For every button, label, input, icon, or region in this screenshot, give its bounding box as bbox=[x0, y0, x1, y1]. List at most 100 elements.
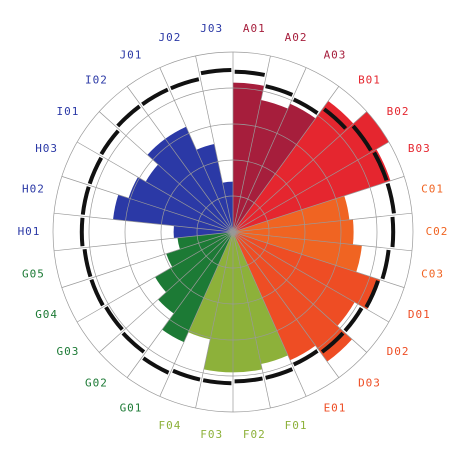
category-label: H03 bbox=[35, 142, 58, 155]
bar bbox=[158, 232, 233, 314]
bar bbox=[128, 177, 233, 232]
category-label: F04 bbox=[159, 419, 182, 432]
bar bbox=[233, 195, 350, 232]
grid-line bbox=[232, 231, 271, 409]
target-arc bbox=[292, 349, 319, 367]
grid-line bbox=[61, 176, 234, 233]
target-arc bbox=[121, 331, 146, 354]
grid-line bbox=[232, 212, 413, 233]
category-label: G03 bbox=[57, 345, 80, 358]
category-label: B03 bbox=[408, 142, 431, 155]
grid-line bbox=[53, 212, 234, 233]
target-arc bbox=[292, 97, 319, 115]
target-arc bbox=[79, 217, 85, 247]
target-arc bbox=[87, 156, 104, 185]
target-arc bbox=[172, 368, 201, 382]
target-arc bbox=[142, 356, 170, 375]
category-label: F01 bbox=[285, 419, 308, 432]
category-label: G05 bbox=[22, 267, 45, 280]
target-arc bbox=[99, 129, 120, 156]
category-label: I02 bbox=[85, 73, 108, 86]
target-arc bbox=[265, 367, 294, 380]
grid-line bbox=[126, 86, 234, 233]
category-label: E01 bbox=[324, 402, 347, 415]
target-arc bbox=[265, 84, 294, 97]
category-label: F02 bbox=[243, 428, 266, 441]
category-label: B02 bbox=[387, 105, 410, 118]
category-label: J03 bbox=[200, 22, 223, 35]
bar bbox=[166, 232, 233, 268]
target-arc bbox=[343, 307, 364, 333]
bar bbox=[233, 232, 288, 365]
category-label: H02 bbox=[22, 183, 45, 196]
bar bbox=[233, 232, 381, 310]
target-arc bbox=[351, 124, 373, 152]
category-label: D02 bbox=[387, 345, 410, 358]
grid-line bbox=[232, 231, 413, 252]
target-arc bbox=[89, 278, 105, 307]
bar bbox=[113, 194, 233, 232]
grid-line bbox=[232, 176, 405, 233]
grid-line bbox=[195, 55, 234, 233]
bar bbox=[165, 126, 233, 232]
category-label: C02 bbox=[426, 225, 449, 238]
bar bbox=[162, 232, 233, 343]
grid-line bbox=[76, 231, 234, 323]
category-label: J01 bbox=[120, 48, 143, 61]
grid-line bbox=[76, 141, 234, 233]
bar bbox=[233, 149, 391, 232]
bar bbox=[233, 219, 354, 245]
grid-line bbox=[232, 86, 340, 233]
bar bbox=[145, 164, 233, 232]
category-label: G04 bbox=[35, 308, 58, 321]
grid-line bbox=[98, 231, 234, 353]
grid-line bbox=[98, 111, 234, 233]
target-arc bbox=[82, 248, 93, 278]
category-label: F03 bbox=[200, 428, 223, 441]
grid-line bbox=[232, 55, 271, 233]
category-label: A01 bbox=[243, 22, 266, 35]
target-arc bbox=[170, 77, 200, 91]
grid-line bbox=[232, 231, 405, 288]
category-label: A03 bbox=[324, 48, 347, 61]
target-arc bbox=[390, 216, 396, 248]
grid-line bbox=[195, 231, 234, 409]
category-label: D03 bbox=[358, 377, 381, 390]
target-arc bbox=[234, 69, 266, 77]
category-label: C03 bbox=[421, 267, 444, 280]
target-arc bbox=[104, 306, 124, 331]
target-arc bbox=[372, 151, 389, 181]
grid-line bbox=[232, 67, 307, 233]
category-label: I01 bbox=[57, 105, 80, 118]
bar bbox=[233, 111, 389, 232]
category-label: J02 bbox=[159, 31, 182, 44]
target-arc bbox=[202, 378, 232, 386]
target-arc bbox=[385, 182, 396, 214]
grid-line bbox=[232, 231, 368, 353]
target-arc bbox=[80, 186, 91, 215]
target-arc bbox=[234, 376, 263, 384]
target-arc bbox=[320, 331, 345, 354]
category-label: G01 bbox=[120, 402, 143, 415]
grid-line bbox=[232, 231, 340, 378]
bar bbox=[147, 138, 233, 232]
target-arc bbox=[116, 104, 141, 128]
bar bbox=[233, 100, 354, 233]
grid-line bbox=[232, 111, 368, 233]
grid-line bbox=[126, 231, 234, 378]
bar bbox=[173, 225, 233, 239]
category-label: C01 bbox=[421, 183, 444, 196]
category-label: A02 bbox=[285, 31, 308, 44]
category-label: B01 bbox=[358, 73, 381, 86]
grid-line bbox=[53, 231, 234, 252]
bar bbox=[233, 103, 316, 232]
grid-line bbox=[159, 67, 234, 233]
grid-line bbox=[61, 231, 234, 288]
bar bbox=[155, 232, 233, 293]
bar bbox=[233, 232, 316, 361]
bar bbox=[233, 232, 353, 362]
bar bbox=[188, 232, 233, 340]
category-label: G02 bbox=[85, 377, 108, 390]
bar bbox=[233, 232, 355, 326]
